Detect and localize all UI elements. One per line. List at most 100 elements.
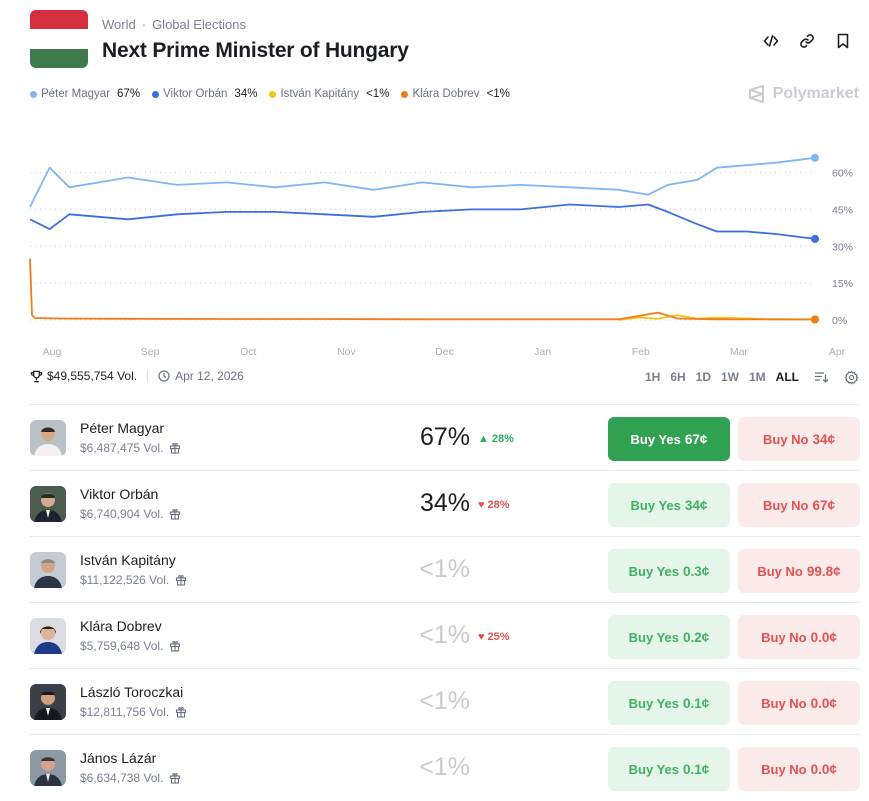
buy-yes-button[interactable]: Buy Yes 67¢ [608, 417, 730, 461]
buy-yes-button[interactable]: Buy Yes 34¢ [608, 483, 730, 527]
x-tick-label: Mar [730, 346, 749, 358]
legend-label: Klára Dobrev [412, 88, 480, 100]
range-1m[interactable]: 1M [749, 370, 766, 384]
outcome-probability: <1% [419, 753, 470, 781]
outcome-probability: <1% [419, 687, 470, 715]
candidate-volume: $5,759,648 Vol. [80, 639, 181, 653]
outcome-row-istvan-kapitany[interactable]: István Kapitány $11,122,526 Vol. <1% Buy… [30, 536, 860, 602]
buy-no-price: 0.0¢ [810, 695, 837, 711]
heart-down-icon: ♥ [478, 631, 485, 643]
breadcrumb-global-elections[interactable]: Global Elections [152, 17, 247, 32]
gift-icon[interactable] [175, 706, 187, 718]
outcome-row-janos-lazar[interactable]: János Lázár $6,634,738 Vol. <1% Buy Yes … [30, 734, 860, 800]
legend-item-viktor-orban: Viktor Orbán 34% [152, 88, 257, 100]
legend-dot [30, 90, 37, 98]
legend-value: 67% [117, 88, 141, 100]
buy-no-button[interactable]: Buy No 99.8¢ [738, 549, 860, 593]
link-icon[interactable] [798, 32, 816, 50]
buy-no-price: 99.8¢ [806, 563, 841, 579]
candidate-volume: $6,634,738 Vol. [80, 771, 181, 785]
outcome-row-klara-dobrev[interactable]: Klára Dobrev $5,759,648 Vol. <1% ♥ 25% B… [30, 602, 860, 668]
candidate-volume: $11,122,526 Vol. [80, 573, 187, 587]
legend-dot [401, 90, 409, 98]
probability-change-value: 28% [487, 499, 510, 511]
settings-gear-icon[interactable] [843, 369, 859, 385]
header-actions [762, 32, 852, 50]
x-tick-label: Feb [632, 346, 650, 358]
embed-code-icon[interactable] [762, 32, 780, 50]
sort-icon[interactable] [813, 369, 829, 385]
buy-no-price: 0.0¢ [810, 761, 837, 777]
legend-dot [269, 90, 277, 98]
time-range-selector: 1H 6H 1D 1W 1M ALL [645, 369, 859, 385]
buy-no-button[interactable]: Buy No 34¢ [738, 417, 860, 461]
end-date-label: Apr 12, 2026 [175, 369, 244, 383]
bookmark-icon[interactable] [834, 32, 852, 50]
range-all[interactable]: ALL [775, 370, 799, 384]
buy-no-label: Buy No [761, 761, 807, 777]
market-meta: $49,555,754 Vol. Apr 12, 2026 [30, 369, 244, 383]
buy-yes-button[interactable]: Buy Yes 0.2¢ [608, 615, 730, 659]
breadcrumb-world[interactable]: World [102, 17, 136, 32]
outcome-row-peter-magyar[interactable]: Péter Magyar $6,487,475 Vol. 67% ▲ 28% B… [30, 404, 860, 470]
probability-change: ▲ 28% [478, 433, 514, 445]
buy-yes-button[interactable]: Buy Yes 0.1¢ [608, 681, 730, 725]
candidate-name[interactable]: Klára Dobrev [80, 618, 162, 634]
buy-no-button[interactable]: Buy No 0.0¢ [738, 615, 860, 659]
x-tick-label: Aug [43, 346, 62, 358]
series-line [29, 258, 816, 321]
page-title: Next Prime Minister of Hungary [102, 39, 409, 62]
range-1h[interactable]: 1H [644, 370, 661, 384]
legend-value: 34% [234, 88, 258, 100]
outcome-row-laszlo-toroczkai[interactable]: László Toroczkai $12,811,756 Vol. <1% Bu… [30, 668, 860, 734]
x-tick-label: Nov [337, 346, 356, 358]
outcome-row-viktor-orban[interactable]: Viktor Orbán $6,740,904 Vol. 34% ♥ 28% B… [30, 470, 860, 536]
gift-icon[interactable] [169, 442, 181, 454]
candidate-avatar [30, 618, 66, 654]
gift-icon[interactable] [169, 640, 181, 652]
candidate-name[interactable]: Péter Magyar [80, 420, 165, 436]
candidate-name[interactable]: János Lázár [80, 750, 157, 766]
buy-yes-label: Buy Yes [630, 497, 681, 513]
buy-no-label: Buy No [757, 563, 803, 579]
outcomes-list: Péter Magyar $6,487,475 Vol. 67% ▲ 28% B… [30, 404, 860, 800]
buy-yes-label: Buy Yes [628, 695, 680, 711]
buy-no-button[interactable]: Buy No 0.0¢ [738, 747, 860, 791]
buy-yes-price: 67¢ [684, 431, 708, 447]
probability-change-value: 28% [491, 433, 514, 445]
gift-icon[interactable] [169, 772, 181, 784]
polymarket-logo-icon [748, 85, 764, 103]
breadcrumb-separator: · [141, 17, 147, 32]
range-1w[interactable]: 1W [721, 370, 739, 384]
buy-no-button[interactable]: Buy No 0.0¢ [738, 681, 860, 725]
range-6h[interactable]: 6H [670, 370, 686, 384]
buy-no-price: 0.0¢ [810, 629, 837, 645]
range-1d[interactable]: 1D [695, 370, 711, 384]
legend-value: <1% [366, 88, 390, 100]
buy-yes-label: Buy Yes [628, 629, 680, 645]
candidate-avatar [30, 750, 66, 786]
candidate-name[interactable]: Viktor Orbán [80, 486, 159, 502]
buy-yes-button[interactable]: Buy Yes 0.3¢ [608, 549, 730, 593]
divider [147, 370, 149, 382]
buy-no-label: Buy No [761, 629, 807, 645]
total-volume-label: $49,555,754 Vol. [47, 369, 138, 383]
outcome-probability: 34% [419, 489, 470, 517]
candidate-name[interactable]: László Toroczkai [80, 684, 184, 700]
legend-label: István Kapitány [280, 88, 360, 100]
x-tick-label: Dec [435, 346, 454, 358]
trophy-icon [30, 370, 43, 382]
buy-no-label: Buy No [762, 497, 809, 513]
gift-icon[interactable] [169, 508, 181, 520]
candidate-volume-label: $12,811,756 Vol. [80, 705, 170, 719]
buy-no-button[interactable]: Buy No 67¢ [738, 483, 860, 527]
price-history-chart[interactable]: 60% 45% 30% 15% 0% Aug Sep Oct Nov Dec Jan Feb Mar Ap… [20, 130, 860, 365]
triangle-up-icon: ▲ [478, 433, 489, 445]
gift-icon[interactable] [175, 574, 187, 586]
buy-yes-button[interactable]: Buy Yes 0.1¢ [608, 747, 730, 791]
hungary-flag-icon [30, 10, 88, 68]
y-tick-label: 45% [832, 204, 853, 216]
candidate-avatar [30, 486, 66, 522]
candidate-volume-label: $5,759,648 Vol. [80, 639, 164, 653]
candidate-name[interactable]: István Kapitány [80, 552, 176, 568]
